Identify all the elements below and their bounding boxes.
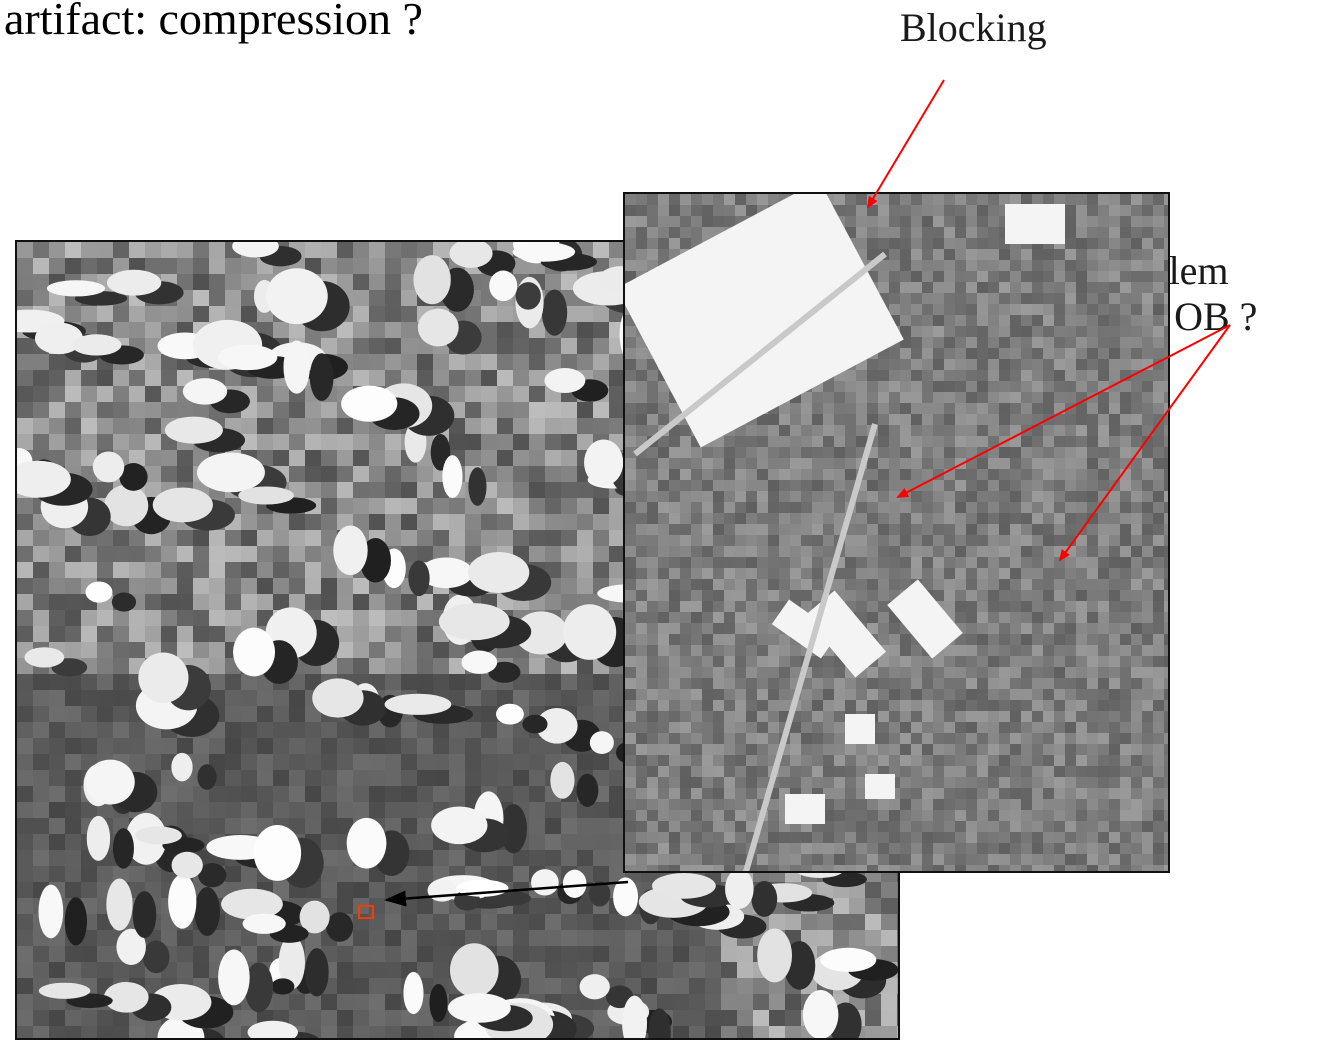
- zoom-link-arrow: [386, 882, 628, 900]
- problem-arrow-1: [898, 325, 1230, 497]
- blocking-arrow: [868, 80, 944, 207]
- problem-arrow-2: [1060, 325, 1230, 560]
- roi-box: [359, 906, 373, 918]
